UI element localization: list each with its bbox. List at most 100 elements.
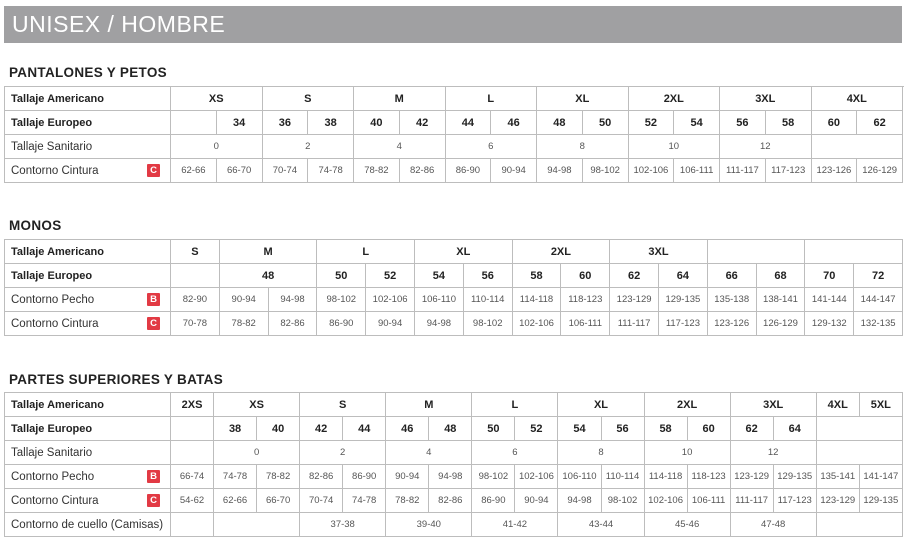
table-cell: 110-114 [462,287,513,312]
table-cell: XL [557,392,645,417]
table-cell: 2 [261,134,354,159]
table-cell: 40 [256,416,301,441]
table-cell: 123-129 [729,464,774,489]
table-cell: 102-106 [514,464,559,489]
table-cell: 56 [719,110,766,135]
table-cell: 102-106 [643,488,688,513]
table-cell: M [218,239,318,264]
table-cell: 54 [414,263,464,288]
table-cell: 111-117 [729,488,774,513]
row-label: Tallaje Europeo [4,416,171,441]
table-cell: 90-94 [490,158,538,183]
table-cell: 66-70 [256,488,301,513]
table-cell: 2XL [511,239,611,264]
table-cell: 56 [462,263,513,288]
row-label-text: Tallaje Americano [11,92,104,105]
table-cell: L [471,392,559,417]
table-cell: 106-111 [686,488,731,513]
table-cell: 39-40 [385,512,473,537]
row-label-text: Tallaje Sanitario [11,140,93,153]
row-label: Tallaje Europeo [4,263,171,288]
table-cell: 141-144 [804,287,855,312]
row-label-text: Contorno Cintura [11,164,99,177]
table-cell: 117-123 [772,488,817,513]
table-cell: 106-110 [414,287,464,312]
table-cell: 94-98 [267,287,318,312]
table-cell: 90-94 [218,287,269,312]
table-cell: 43-44 [557,512,645,537]
size-table-monos: Tallaje Americano S M L XL 2XL 3XL Tallaje Euro… [4,239,903,336]
table-cell: 62-66 [170,158,217,183]
table-cell: M [353,86,446,111]
table-cell: 3XL [609,239,708,264]
table-row: Contorno Cintura C 62-66 66-70 70-74 74-78 78-… [4,158,904,183]
table-cell: 126-129 [856,158,904,183]
section-title-partes-superiores: PARTES SUPERIORES Y BATAS [9,372,224,387]
table-cell: 82-86 [398,158,446,183]
table-cell [169,512,215,537]
table-cell: 64 [658,263,708,288]
table-cell: 82-86 [428,488,473,513]
table-row: Contorno Cintura C 54-62 62-66 66-70 70-74 74-… [4,488,903,513]
table-cell: 36 [261,110,309,135]
table-cell: 3XL [729,392,817,417]
table-cell: 44 [342,416,387,441]
table-cell: 123-129 [815,488,860,513]
table-cell: 70-74 [261,158,309,183]
table-cell: 4XL [815,392,860,417]
table-cell [706,239,806,264]
table-cell: 144-147 [853,287,903,312]
table-cell: 98-102 [462,311,513,336]
row-label-text: Tallaje Sanitario [11,446,93,459]
table-cell: 62 [609,263,659,288]
table-cell: 5XL [858,392,903,417]
table-cell: 70-74 [299,488,344,513]
table-cell: 45-46 [643,512,731,537]
row-label-text: Tallaje Europeo [11,422,93,435]
table-row: Tallaje Europeo 38 40 42 44 46 48 50 52 54 56 58 60 6… [4,416,903,441]
measurement-badge: C [147,317,160,330]
row-label: Tallaje Sanitario [4,440,171,465]
row-label-text: Tallaje Americano [11,398,104,411]
table-cell: S [170,239,220,264]
table-cell: 4XL [810,86,904,111]
row-label-text: Tallaje Europeo [11,269,93,282]
table-row: Tallaje Europeo 34 36 38 40 42 44 46 48 50 52 54 56 5… [4,110,904,135]
row-label: Tallaje Sanitario [4,134,171,159]
table-cell: 46 [490,110,538,135]
table-cell: 78-82 [256,464,301,489]
measurement-badge: B [147,470,160,483]
table-cell: 41-42 [471,512,559,537]
table-cell: 12 [719,134,812,159]
table-cell: 62 [729,416,774,441]
table-cell: 6 [444,134,538,159]
row-label-text: Contorno Pecho [11,470,95,483]
table-cell: 78-82 [218,311,269,336]
table-cell: M [385,392,473,417]
table-cell: 70 [804,263,855,288]
table-row: Tallaje Sanitario 0 2 4 6 8 10 12 [4,440,903,465]
table-cell: 82-86 [267,311,318,336]
table-cell: 38 [213,416,258,441]
table-cell: 47-48 [729,512,817,537]
table-cell: 90-94 [365,311,416,336]
row-label: Contorno Cintura C [4,488,171,513]
table-cell: 90-94 [385,464,430,489]
table-cell: 10 [627,134,721,159]
table-cell [213,512,301,537]
measurement-badge: C [147,494,160,507]
table-cell: XS [170,86,263,111]
table-cell: 2XL [627,86,721,111]
table-cell: 2XL [643,392,731,417]
table-cell: 123-129 [609,287,659,312]
table-cell: 52 [514,416,559,441]
table-cell: 129-135 [858,488,903,513]
table-cell: 141-147 [858,464,903,489]
table-cell: 8 [557,440,645,465]
row-label: Contorno Pecho B [4,464,171,489]
table-cell: 111-117 [719,158,766,183]
table-cell: 12 [729,440,817,465]
table-cell: 98-102 [581,158,629,183]
table-cell: 66-74 [169,464,215,489]
table-cell: 2 [299,440,387,465]
